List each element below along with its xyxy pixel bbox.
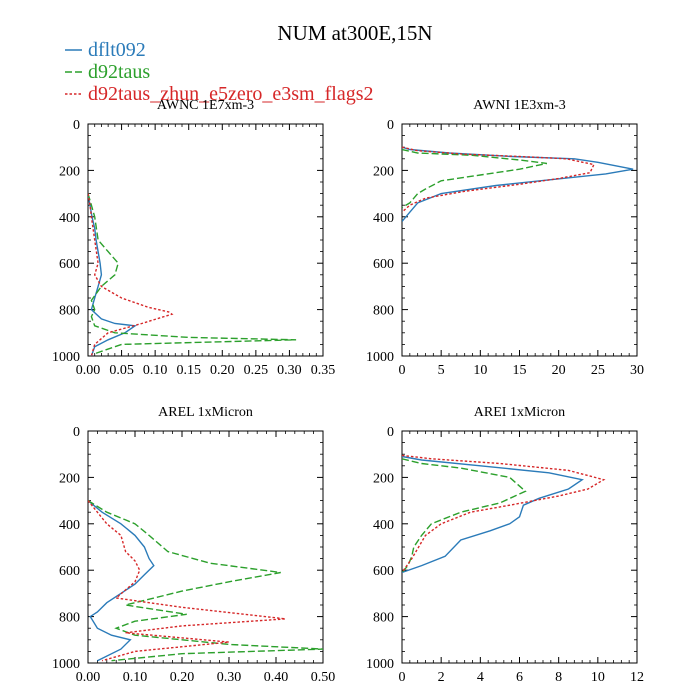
x-tick-label: 0.35: [311, 363, 336, 378]
series-line-3: [402, 454, 606, 573]
y-tick-label: 0: [73, 425, 80, 440]
y-tick-label: 800: [59, 304, 80, 319]
x-tick-label: 10: [591, 670, 605, 685]
y-tick-label: 1000: [366, 657, 394, 672]
y-tick-label: 0: [387, 425, 394, 440]
x-tick-label: 0.20: [210, 363, 235, 378]
legend-label: dflt092: [88, 39, 146, 61]
y-tick-label: 600: [59, 564, 80, 579]
y-tick-label: 200: [373, 164, 394, 179]
series-line-2: [402, 148, 548, 209]
panel-title: AWNI 1E3xm-3: [473, 98, 566, 113]
x-tick-label: 10: [473, 363, 487, 378]
y-tick-label: 200: [373, 471, 394, 486]
y-tick-label: 600: [59, 257, 80, 272]
y-tick-label: 0: [387, 118, 394, 133]
x-tick-label: 0.40: [264, 670, 289, 685]
y-tick-label: 0: [73, 118, 80, 133]
panel-title: AREL 1xMicron: [158, 405, 253, 420]
y-tick-label: 400: [373, 518, 394, 533]
y-tick-label: 400: [59, 518, 80, 533]
series-line-3: [88, 500, 286, 662]
y-tick-label: 400: [373, 211, 394, 226]
x-tick-label: 15: [513, 363, 527, 378]
chart-panel-4: AREI 1xMicron 0 2 4 6 8 10 12 0 200 400 600 800 1000: [366, 405, 644, 685]
legend-label: d92taus: [88, 61, 150, 83]
chart-panel-2: AWNI 1E3xm-3 0 5 10 15 20 25 30 0 200 400 600 800 100…: [366, 98, 644, 378]
y-tick-label: 200: [59, 471, 80, 486]
series-line-2: [402, 458, 527, 573]
x-tick-label: 4: [477, 670, 484, 685]
y-tick-label: 400: [59, 211, 80, 226]
y-tick-label: 1000: [366, 350, 394, 365]
y-tick-label: 600: [373, 564, 394, 579]
plot-frame: [87, 123, 324, 357]
x-tick-label: 8: [555, 670, 562, 685]
y-tick-label: 800: [373, 304, 394, 319]
series-line-3: [402, 146, 595, 213]
figure-title: NUM at300E,15N: [277, 21, 432, 45]
x-tick-label: 0: [399, 363, 406, 378]
x-tick-label: 25: [591, 363, 605, 378]
x-tick-label: 30: [630, 363, 644, 378]
x-tick-label: 12: [630, 670, 644, 685]
x-tick-label: 0.25: [244, 363, 269, 378]
y-tick-label: 1000: [52, 350, 80, 365]
legend: dflt092d92tausd92taus_zhun_e5zero_e3sm_f…: [65, 39, 373, 105]
series-line-3: [88, 193, 174, 356]
x-tick-label: 0.30: [277, 363, 302, 378]
y-tick-label: 800: [373, 611, 394, 626]
y-tick-label: 600: [373, 257, 394, 272]
series-line-1: [402, 455, 584, 574]
plot-frame: [401, 123, 638, 357]
legend-entry-3: d92taus_zhun_e5zero_e3sm_flags2: [65, 83, 373, 105]
y-tick-label: 1000: [52, 657, 80, 672]
chart-panels: AWNC 1E7xm-3 0.00 0.05 0.10 0.15 0.20 0.25 0.30…: [52, 98, 644, 685]
x-tick-label: 5: [438, 363, 445, 378]
legend-entry-1: dflt092: [65, 39, 146, 61]
x-tick-label: 0.05: [109, 363, 134, 378]
x-tick-label: 0: [399, 670, 406, 685]
x-tick-label: 2: [438, 670, 445, 685]
y-tick-label: 800: [59, 611, 80, 626]
series-line-1: [88, 500, 155, 662]
x-tick-label: 0.10: [143, 363, 168, 378]
plot-frame: [87, 430, 324, 664]
x-tick-label: 0.50: [311, 670, 336, 685]
x-tick-label: 0.00: [76, 670, 101, 685]
chart-panel-1: AWNC 1E7xm-3 0.00 0.05 0.10 0.15 0.20 0.25 0.30…: [52, 98, 335, 378]
panel-title: AREI 1xMicron: [474, 405, 565, 420]
x-tick-label: 20: [552, 363, 566, 378]
series-line-2: [88, 500, 323, 662]
x-tick-label: 0.00: [76, 363, 101, 378]
x-tick-label: 0.20: [170, 670, 195, 685]
x-tick-label: 0.15: [176, 363, 201, 378]
x-tick-label: 6: [516, 670, 523, 685]
y-tick-label: 200: [59, 164, 80, 179]
panel-title: AWNC 1E7xm-3: [157, 98, 254, 113]
legend-label: d92taus_zhun_e5zero_e3sm_flags2: [88, 83, 373, 105]
legend-entry-2: d92taus: [65, 61, 150, 83]
series-line-1: [402, 146, 634, 222]
chart-panel-3: AREL 1xMicron 0.00 0.10 0.20 0.30 0.40 0.50 0 20…: [52, 405, 335, 685]
x-tick-label: 0.30: [217, 670, 242, 685]
series-line-2: [88, 193, 297, 355]
x-tick-label: 0.10: [123, 670, 148, 685]
